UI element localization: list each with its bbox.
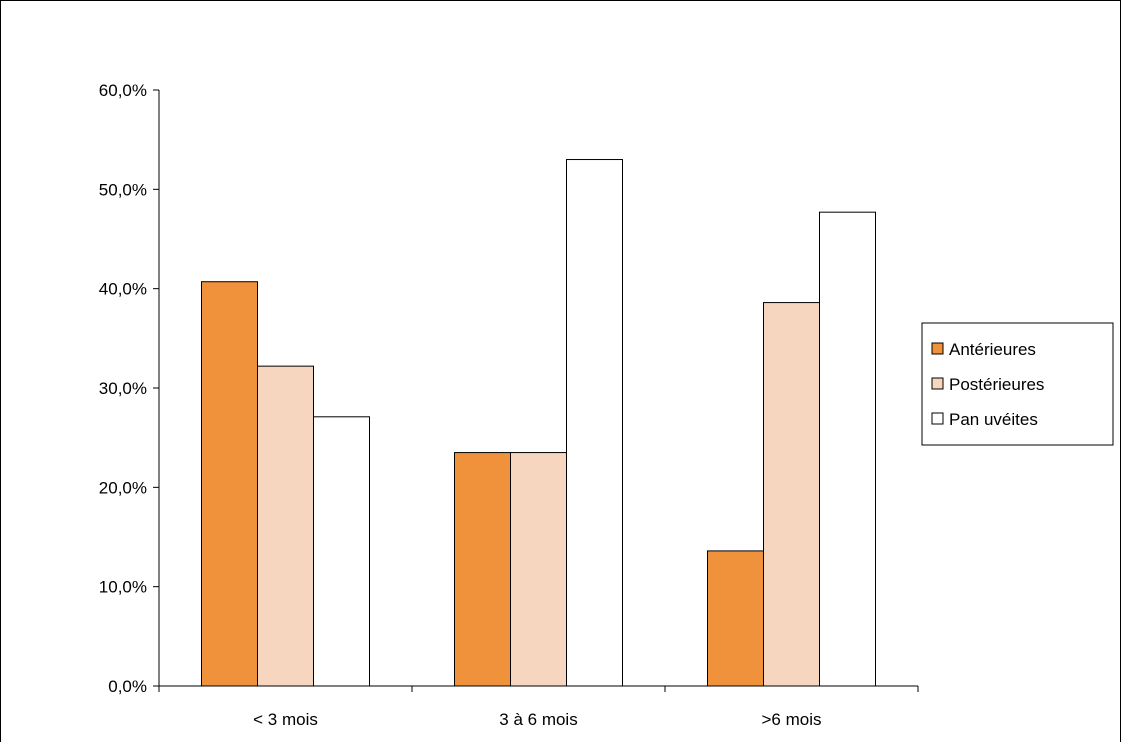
legend-swatch	[931, 342, 944, 355]
x-category-label: 3 à 6 mois	[499, 710, 577, 729]
legend-swatch	[931, 412, 944, 425]
y-tick-label: 10,0%	[99, 578, 147, 597]
bar	[819, 211, 876, 687]
bar	[257, 365, 314, 687]
legend: Antérieures Postérieures Pan uvéites	[921, 322, 1114, 446]
y-tick-label: 40,0%	[99, 280, 147, 299]
legend-label: Postérieures	[949, 375, 1044, 394]
bar	[454, 452, 511, 687]
legend-swatch	[931, 377, 944, 390]
bar	[566, 159, 623, 687]
legend-label: Antérieures	[949, 340, 1036, 359]
legend-label: Pan uvéites	[949, 410, 1038, 429]
y-tick-label: 0,0%	[108, 677, 147, 696]
x-category-labels: < 3 mois 3 à 6 mois >6 mois	[253, 710, 821, 729]
y-tick-label: 20,0%	[99, 478, 147, 497]
bar	[763, 302, 820, 687]
bar	[510, 452, 567, 687]
y-tick-label: 50,0%	[99, 180, 147, 199]
legend-box	[921, 322, 1114, 446]
y-tick-labels: 0,0% 10,0% 20,0% 30,0% 40,0% 50,0% 60,0%	[99, 81, 147, 696]
bar	[201, 281, 258, 687]
x-category-label: >6 mois	[762, 710, 822, 729]
x-category-label: < 3 mois	[253, 710, 318, 729]
y-tick-label: 30,0%	[99, 379, 147, 398]
bar	[313, 416, 370, 687]
y-tick-label: 60,0%	[99, 81, 147, 100]
bars	[201, 159, 876, 687]
bar	[707, 550, 764, 687]
